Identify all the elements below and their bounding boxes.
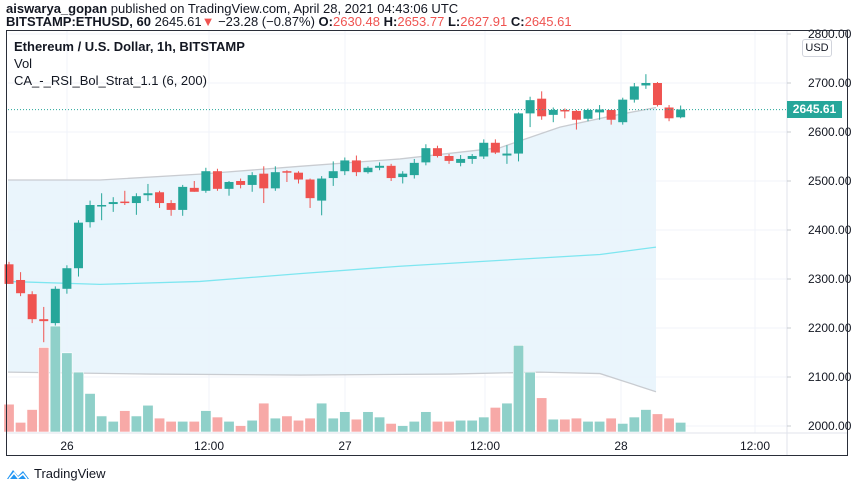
time-tick-label: 12:00 bbox=[470, 439, 500, 453]
current-price-tag: 2645.61 bbox=[787, 101, 842, 118]
author-name[interactable]: aiswarya_gopan bbox=[6, 1, 108, 16]
legend-title[interactable]: Ethereum / U.S. Dollar, 1h, BITSTAMP bbox=[14, 39, 245, 54]
price-tick-label: 2100.00 bbox=[808, 370, 852, 384]
publisher-line: aiswarya_gopan published on TradingView.… bbox=[6, 1, 458, 16]
price-tick-label: 2500.00 bbox=[808, 174, 852, 188]
legend-volume[interactable]: Vol bbox=[14, 56, 33, 71]
candlesticks bbox=[4, 74, 686, 343]
time-axis[interactable]: 26 12:00 27 12:00 28 12:00 bbox=[60, 439, 770, 453]
volume-bars bbox=[3, 325, 687, 433]
high-value: 2653.77 bbox=[397, 14, 445, 29]
close-label: C: bbox=[510, 14, 525, 29]
down-arrow-icon: ▼ bbox=[201, 14, 215, 29]
chart-legend: Ethereum / U.S. Dollar, 1h, BITSTAMP Vol… bbox=[14, 38, 245, 89]
bollinger-bands bbox=[7, 106, 657, 393]
price-change: −23.28 (−0.87%) bbox=[218, 14, 315, 29]
time-tick-label: 28 bbox=[614, 439, 628, 453]
price-tick-label: 2200.00 bbox=[808, 321, 852, 335]
symbol-label: BITSTAMP:ETHUSD, 60 bbox=[6, 14, 151, 29]
close-value: 2645.61 bbox=[524, 14, 572, 29]
high-label: H: bbox=[383, 14, 398, 29]
price-tick-label: 2700.00 bbox=[808, 76, 852, 90]
last-price: 2645.61 bbox=[154, 14, 202, 29]
price-tick-label: 2600.00 bbox=[808, 125, 852, 139]
open-value: 2630.48 bbox=[333, 14, 380, 29]
brand-name: TradingView bbox=[34, 466, 106, 481]
time-tick-label: 26 bbox=[60, 439, 74, 453]
time-tick-label: 27 bbox=[338, 439, 352, 453]
chart-frame bbox=[6, 30, 848, 456]
price-tick-label: 2400.00 bbox=[808, 223, 852, 237]
published-text: published on TradingView.com, April 28, … bbox=[110, 1, 459, 16]
legend-indicator[interactable]: CA_-_RSI_Bol_Strat_1.1 (6, 200) bbox=[14, 73, 207, 88]
low-value: 2627.91 bbox=[460, 14, 508, 29]
low-label: L: bbox=[447, 14, 461, 29]
open-label: O: bbox=[318, 14, 333, 29]
time-tick-label: 12:00 bbox=[740, 439, 770, 453]
currency-button[interactable]: USD bbox=[802, 39, 832, 57]
price-tick-label: 2000.00 bbox=[808, 419, 852, 433]
time-tick-label: 12:00 bbox=[194, 439, 224, 453]
price-tick-label: 2300.00 bbox=[808, 272, 852, 286]
tradingview-brand[interactable]: TradingView bbox=[6, 466, 106, 481]
tradingview-logo-icon bbox=[7, 469, 29, 480]
ohlc-line: BITSTAMP:ETHUSD, 60 2645.61▼ −23.28 (−0.… bbox=[6, 14, 572, 29]
